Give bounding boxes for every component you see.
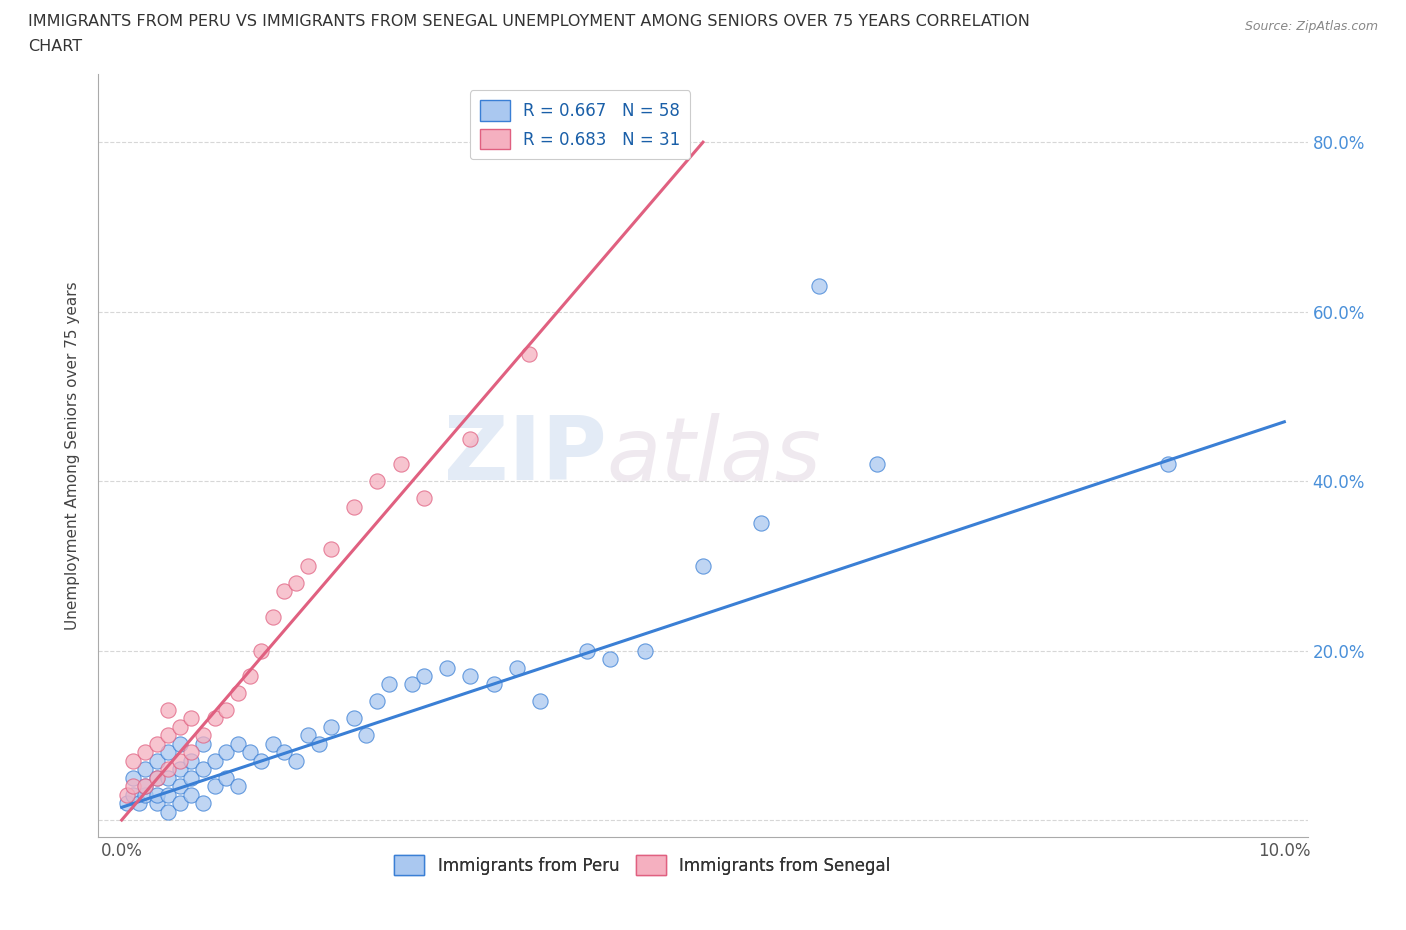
Point xyxy=(157,728,180,743)
Point xyxy=(343,711,366,725)
Point xyxy=(122,778,145,793)
Point xyxy=(134,787,156,802)
Point xyxy=(145,737,167,751)
Point xyxy=(413,669,436,684)
Point xyxy=(180,770,202,785)
Point xyxy=(749,516,772,531)
Point xyxy=(122,753,145,768)
Point xyxy=(517,347,540,362)
Point xyxy=(180,787,202,802)
Point xyxy=(319,541,342,556)
Point xyxy=(122,770,145,785)
Point xyxy=(273,745,295,760)
Point xyxy=(122,787,145,802)
Point xyxy=(297,728,319,743)
Point xyxy=(145,770,167,785)
Point xyxy=(145,787,167,802)
Point xyxy=(157,770,180,785)
Point xyxy=(226,685,249,700)
Point xyxy=(808,279,831,294)
Point xyxy=(262,609,284,624)
Point xyxy=(157,787,180,802)
Point xyxy=(599,652,621,667)
Point xyxy=(506,660,529,675)
Point xyxy=(239,669,262,684)
Text: ZIP: ZIP xyxy=(443,412,606,499)
Point xyxy=(215,702,238,717)
Point xyxy=(239,745,262,760)
Point xyxy=(169,762,191,777)
Point xyxy=(204,711,226,725)
Point xyxy=(343,499,366,514)
Point xyxy=(308,737,330,751)
Point xyxy=(215,745,238,760)
Point xyxy=(215,770,238,785)
Point xyxy=(401,677,423,692)
Point xyxy=(226,737,249,751)
Point xyxy=(134,778,156,793)
Point xyxy=(134,778,156,793)
Point xyxy=(145,770,167,785)
Point xyxy=(157,804,180,819)
Point xyxy=(575,644,598,658)
Point xyxy=(460,669,482,684)
Point xyxy=(319,720,342,735)
Point xyxy=(366,473,388,488)
Point xyxy=(169,720,191,735)
Point xyxy=(204,778,226,793)
Point xyxy=(191,728,214,743)
Point xyxy=(128,796,150,811)
Text: atlas: atlas xyxy=(606,413,821,498)
Point xyxy=(191,762,214,777)
Point xyxy=(692,558,714,573)
Point xyxy=(180,745,202,760)
Point xyxy=(169,753,191,768)
Point xyxy=(354,728,377,743)
Point xyxy=(482,677,505,692)
Text: CHART: CHART xyxy=(28,39,82,54)
Point xyxy=(169,796,191,811)
Legend: Immigrants from Peru, Immigrants from Senegal: Immigrants from Peru, Immigrants from Se… xyxy=(388,848,897,882)
Point xyxy=(866,457,889,472)
Point xyxy=(169,737,191,751)
Point xyxy=(634,644,657,658)
Point xyxy=(180,753,202,768)
Point xyxy=(117,787,139,802)
Point xyxy=(180,711,202,725)
Point xyxy=(157,745,180,760)
Point xyxy=(191,796,214,811)
Point xyxy=(145,796,167,811)
Point xyxy=(297,558,319,573)
Point xyxy=(191,737,214,751)
Point xyxy=(262,737,284,751)
Point xyxy=(145,753,167,768)
Point xyxy=(460,432,482,446)
Point xyxy=(1157,457,1180,472)
Point xyxy=(366,694,388,709)
Point xyxy=(250,644,273,658)
Point xyxy=(250,753,273,768)
Point xyxy=(389,457,412,472)
Point xyxy=(226,778,249,793)
Text: Source: ZipAtlas.com: Source: ZipAtlas.com xyxy=(1244,20,1378,33)
Point xyxy=(134,745,156,760)
Point xyxy=(157,702,180,717)
Point xyxy=(285,576,308,591)
Point xyxy=(285,753,308,768)
Point xyxy=(529,694,551,709)
Point xyxy=(157,762,180,777)
Point xyxy=(413,491,436,506)
Point xyxy=(169,778,191,793)
Y-axis label: Unemployment Among Seniors over 75 years: Unemployment Among Seniors over 75 years xyxy=(65,282,80,630)
Text: IMMIGRANTS FROM PERU VS IMMIGRANTS FROM SENEGAL UNEMPLOYMENT AMONG SENIORS OVER : IMMIGRANTS FROM PERU VS IMMIGRANTS FROM … xyxy=(28,14,1031,29)
Point xyxy=(204,753,226,768)
Point xyxy=(378,677,401,692)
Point xyxy=(436,660,458,675)
Point xyxy=(134,762,156,777)
Point xyxy=(273,584,295,599)
Point xyxy=(117,796,139,811)
